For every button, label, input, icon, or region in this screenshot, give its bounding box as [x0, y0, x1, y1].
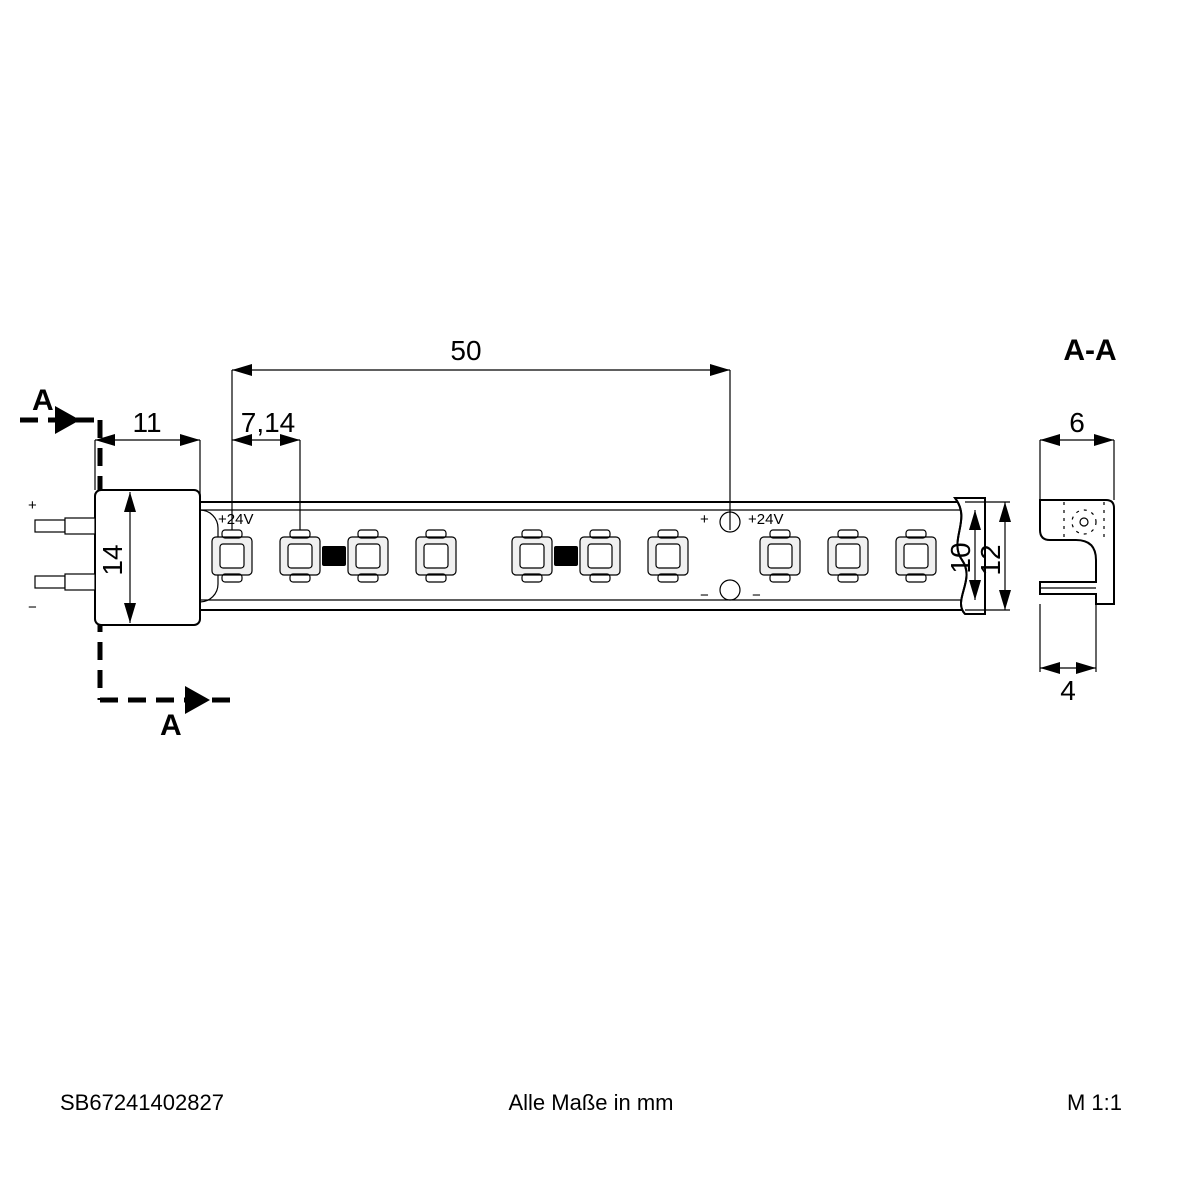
- section-marker-bot: A: [160, 709, 182, 742]
- dim-6-value: 6: [1069, 407, 1085, 438]
- led-chip: [648, 530, 688, 582]
- section-aa-title: A-A: [1063, 334, 1116, 367]
- label-24v-right: +24V: [748, 511, 783, 528]
- scale-note: M 1:1: [1067, 1090, 1122, 1115]
- led-chip: [348, 530, 388, 582]
- dim-14-value: 14: [97, 544, 128, 575]
- part-number: SB67241402827: [60, 1090, 224, 1115]
- dimension-4: 4: [1040, 604, 1096, 706]
- led-chip: [280, 530, 320, 582]
- section-marker-top: A: [32, 384, 54, 417]
- dimension-11: 11: [95, 407, 200, 500]
- led-chip: [896, 530, 936, 582]
- led-chip: [212, 530, 252, 582]
- pin-minus-label: −: [28, 599, 37, 616]
- units-note: Alle Maße in mm: [508, 1090, 673, 1115]
- section-aa-view: [1040, 500, 1114, 604]
- technical-drawing: 50 11 7,14 A A: [0, 0, 1182, 1182]
- label-minus-pad-r: −: [752, 587, 761, 604]
- connector-pins: + −: [28, 497, 95, 616]
- led-chip: [760, 530, 800, 582]
- led-chip: [580, 530, 620, 582]
- dim-12-value: 12: [975, 544, 1006, 575]
- dim-10-value: 10: [945, 542, 976, 573]
- led-chip: [416, 530, 456, 582]
- led-array: [212, 530, 936, 582]
- label-minus-pad-l: −: [700, 587, 709, 604]
- dimension-50: 50: [232, 335, 730, 530]
- label-plus-pad: +: [700, 511, 709, 528]
- dim-714-value: 7,14: [241, 407, 296, 438]
- dim-50-value: 50: [450, 335, 481, 366]
- drawing-footer: SB67241402827 Alle Maße in mm M 1:1: [60, 1090, 1122, 1115]
- resistor: [554, 546, 578, 566]
- section-aa-label: A-A: [1063, 334, 1116, 367]
- led-chip: [512, 530, 552, 582]
- pin-plus-label: +: [28, 497, 37, 514]
- resistor: [322, 546, 346, 566]
- dim-4-value: 4: [1060, 675, 1076, 706]
- dim-11-value: 11: [132, 407, 161, 438]
- dimension-6: 6: [1040, 407, 1114, 500]
- led-chip: [828, 530, 868, 582]
- label-24v-left: +24V: [218, 511, 253, 528]
